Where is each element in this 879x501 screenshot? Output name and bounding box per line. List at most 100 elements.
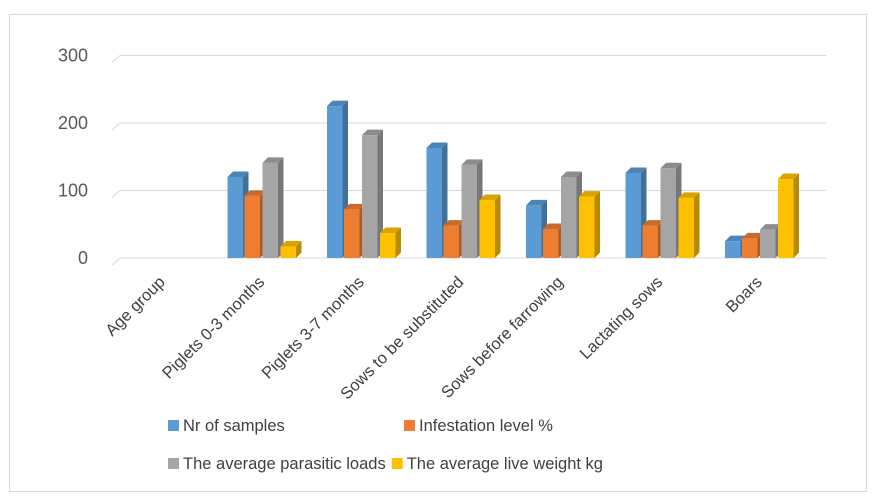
y-tick-label: 200 xyxy=(58,113,88,133)
chart-frame xyxy=(9,14,867,492)
bar xyxy=(778,173,799,258)
bar-top xyxy=(561,171,582,177)
bar-front xyxy=(280,246,296,258)
bar-front xyxy=(561,177,577,258)
bar-top xyxy=(426,142,448,148)
bar-top xyxy=(443,220,465,226)
legend: Nr of samples Infestation level % The aver… xyxy=(168,417,603,473)
bar-side xyxy=(377,129,383,258)
bar-front xyxy=(778,179,794,258)
bar xyxy=(561,171,582,258)
gridline xyxy=(111,257,826,266)
x-tick-label: Piglets 3-7 months xyxy=(258,273,367,382)
gridline xyxy=(111,55,826,63)
bar-side xyxy=(296,241,302,258)
y-tick-label: 100 xyxy=(58,181,88,201)
bar-side xyxy=(793,173,799,258)
bar xyxy=(642,220,664,258)
bar-top xyxy=(579,191,600,197)
legend-label: Infestation level % xyxy=(419,417,553,435)
bar-side xyxy=(694,192,700,258)
bar-front xyxy=(526,205,542,258)
bar-front xyxy=(362,135,378,258)
bar xyxy=(280,241,302,258)
bar-side xyxy=(594,191,600,258)
bar xyxy=(479,194,501,258)
legend-swatch xyxy=(391,458,403,469)
bar xyxy=(461,159,483,258)
bar-top xyxy=(760,224,781,230)
bar xyxy=(579,191,600,258)
bar-front xyxy=(262,162,278,258)
bar xyxy=(262,157,284,258)
bar-front xyxy=(642,225,658,258)
bar-top xyxy=(244,190,266,196)
bar xyxy=(678,192,700,258)
bar-top xyxy=(642,220,664,226)
bar-front xyxy=(344,209,360,258)
bar xyxy=(660,162,682,258)
bar-top xyxy=(344,203,365,210)
bar-front xyxy=(443,225,459,258)
bar xyxy=(543,223,564,258)
bar-top xyxy=(678,192,700,198)
bar xyxy=(526,199,547,258)
bar-top xyxy=(725,235,746,242)
bar-top xyxy=(543,223,564,229)
bar-top xyxy=(227,171,249,177)
y-tick-label: 300 xyxy=(58,46,88,66)
bar xyxy=(443,220,465,258)
bar-side xyxy=(278,157,284,258)
bar-front xyxy=(625,172,641,258)
bar-front xyxy=(380,233,396,258)
bar-front xyxy=(244,195,260,258)
bar xyxy=(760,224,781,258)
bar-top xyxy=(479,194,501,200)
bar-top xyxy=(526,199,547,206)
x-tick-label: Age group xyxy=(102,273,169,340)
bar-front xyxy=(725,241,741,258)
bar-front xyxy=(579,196,595,258)
bar-top xyxy=(362,129,383,136)
bar xyxy=(380,227,401,258)
bar-top xyxy=(660,162,682,169)
legend-label: The average live weight kg xyxy=(407,455,603,473)
legend-swatch xyxy=(404,420,415,431)
bar xyxy=(362,129,383,258)
bar-front xyxy=(479,199,495,258)
bar-top xyxy=(625,167,647,173)
bar-front xyxy=(461,164,477,258)
bar xyxy=(244,190,266,258)
bar-top xyxy=(280,241,302,247)
bar xyxy=(426,142,448,258)
y-axis-ticks: 0 100 200 300 xyxy=(58,46,88,269)
bar-front xyxy=(327,106,343,258)
legend-label: The average parasitic loads xyxy=(183,455,386,473)
bar-side xyxy=(495,194,501,258)
legend-swatch xyxy=(168,420,179,431)
bar-front xyxy=(660,168,676,258)
x-tick-label: Boars xyxy=(723,273,766,316)
bar-top xyxy=(380,227,401,234)
bars xyxy=(227,100,799,258)
bar-front xyxy=(227,177,243,258)
bar-top xyxy=(461,159,483,165)
x-tick-label: Lactating sows xyxy=(576,273,666,363)
bar-front xyxy=(678,197,694,258)
bar-top xyxy=(742,232,763,239)
bar-front xyxy=(543,228,559,258)
bar-front xyxy=(760,229,776,258)
legend-label: Nr of samples xyxy=(183,417,285,435)
y-tick-label: 0 xyxy=(78,248,88,268)
bar-top xyxy=(327,100,348,107)
bar-front xyxy=(742,238,758,258)
bar-front xyxy=(426,147,442,258)
gridline xyxy=(111,190,826,198)
bar-side xyxy=(395,227,401,258)
gridline xyxy=(111,122,826,131)
bar xyxy=(742,232,763,258)
legend-swatch xyxy=(168,458,179,469)
bar-top xyxy=(262,157,284,163)
